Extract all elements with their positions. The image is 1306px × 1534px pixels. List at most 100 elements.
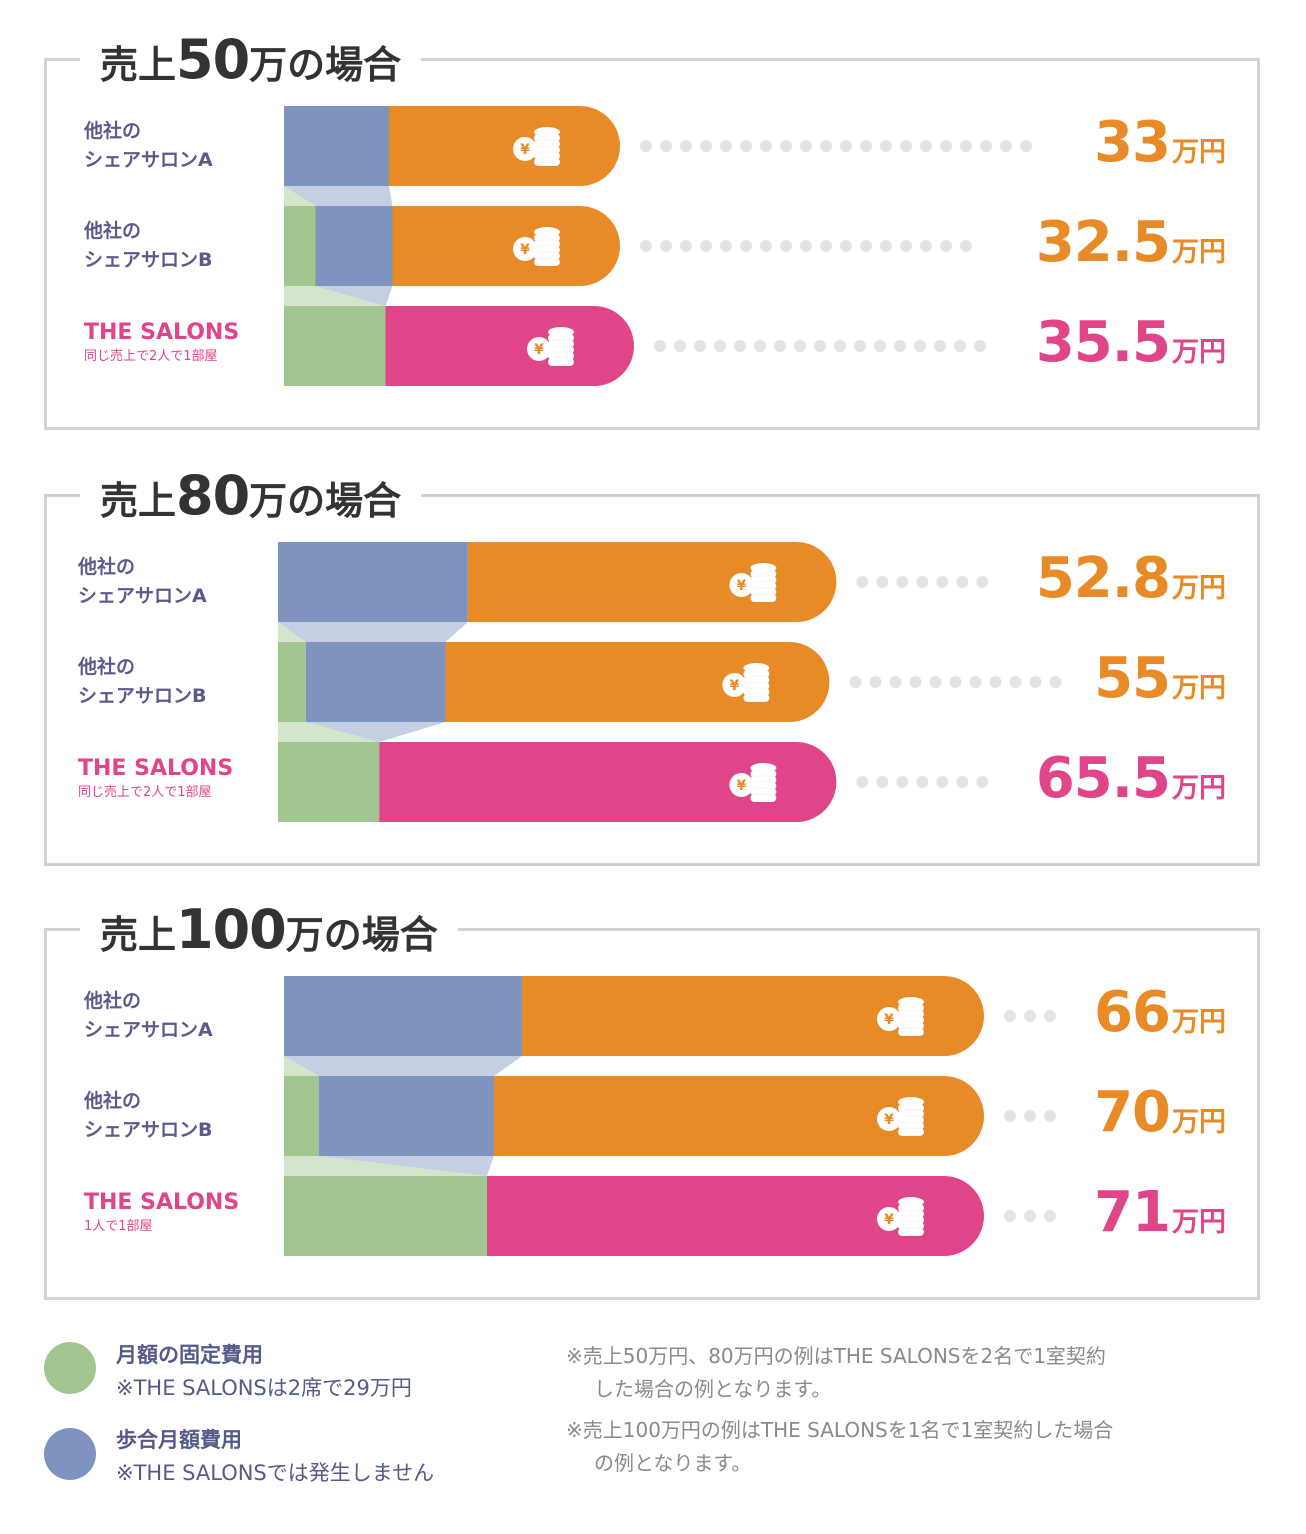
dot-leader bbox=[640, 240, 972, 252]
leader-dot bbox=[956, 776, 969, 788]
leader-dot bbox=[929, 676, 942, 688]
row-value-number: 52.8 bbox=[1035, 546, 1171, 611]
bar-commission-segment bbox=[278, 542, 468, 622]
bar-row: ¥ bbox=[284, 206, 620, 286]
coin-top-icon bbox=[898, 1097, 924, 1107]
coin-top-icon bbox=[534, 127, 560, 137]
leader-dot bbox=[674, 340, 686, 352]
row-label-name: THE SALONS bbox=[84, 320, 240, 345]
row-value: 70万円 bbox=[1094, 1080, 1226, 1145]
row-value-unit: 万円 bbox=[1172, 237, 1226, 268]
footnote-line-3: ※売上100万円の例はTHE SALONSを1名で1室契約した場合 bbox=[566, 1418, 1114, 1442]
bar-row: ¥ bbox=[284, 1076, 984, 1156]
dot-leader bbox=[654, 340, 986, 352]
leader-dot bbox=[640, 240, 652, 252]
leader-dot bbox=[800, 140, 812, 152]
row-label-line: 他社の bbox=[84, 1090, 142, 1112]
bar-fixed-segment bbox=[284, 206, 316, 286]
leader-dot bbox=[760, 140, 772, 152]
yen-coins-icon: ¥ bbox=[527, 327, 575, 367]
leader-dot bbox=[1020, 140, 1032, 152]
row-value-unit: 万円 bbox=[1172, 1007, 1226, 1038]
bar-net-segment bbox=[494, 1076, 984, 1156]
bar-net-segment bbox=[445, 642, 830, 723]
row-label-line: シェアサロンA bbox=[84, 1019, 213, 1041]
leader-dot bbox=[840, 240, 852, 252]
leader-dot bbox=[794, 340, 806, 352]
leader-dot bbox=[854, 340, 866, 352]
row-value-unit: 万円 bbox=[1172, 773, 1226, 804]
leader-dot bbox=[774, 340, 786, 352]
coin-stack-icon bbox=[897, 1127, 925, 1137]
leader-dot bbox=[740, 240, 752, 252]
coin-stack-icon bbox=[897, 1027, 925, 1037]
yen-coin-icon bbox=[877, 1007, 901, 1031]
leader-dot bbox=[976, 576, 989, 588]
dot-leader bbox=[849, 676, 1062, 688]
coin-top-icon bbox=[898, 1197, 924, 1207]
coin-top-icon bbox=[548, 327, 574, 337]
row-value-number: 55 bbox=[1094, 646, 1171, 711]
bar-commission-segment bbox=[315, 206, 393, 286]
leader-dot bbox=[896, 776, 909, 788]
connector-fixed-band bbox=[278, 722, 380, 742]
row-label-line: 他社の bbox=[84, 990, 142, 1012]
leader-dot bbox=[640, 140, 652, 152]
row-label-line: 他社の bbox=[78, 656, 136, 678]
footnote-line-2: した場合の例となります。 bbox=[594, 1377, 832, 1401]
yen-symbol-icon: ¥ bbox=[520, 142, 530, 158]
leader-dot bbox=[860, 240, 872, 252]
coin-top-icon bbox=[534, 227, 560, 237]
leader-dot bbox=[1044, 1010, 1056, 1022]
chart-panel bbox=[44, 928, 1260, 1300]
leader-dot bbox=[949, 676, 962, 688]
leader-dot bbox=[1044, 1110, 1056, 1122]
leader-dot bbox=[840, 140, 852, 152]
row-value-number: 70 bbox=[1094, 1080, 1171, 1145]
row-label-line: シェアサロンB bbox=[84, 1119, 213, 1141]
coin-stack-icon bbox=[533, 157, 561, 167]
leader-dot bbox=[856, 776, 869, 788]
chart-title-suffix: 万の場合 bbox=[249, 43, 402, 87]
leader-dot bbox=[694, 340, 706, 352]
leader-dot bbox=[800, 240, 812, 252]
dot-leader bbox=[856, 576, 989, 588]
leader-dot bbox=[936, 576, 949, 588]
leader-dot bbox=[880, 240, 892, 252]
leader-dot bbox=[989, 676, 1002, 688]
leader-dot bbox=[874, 340, 886, 352]
leader-dot bbox=[1049, 676, 1062, 688]
legend-note-commission: ※THE SALONSでは発生しません bbox=[116, 1461, 435, 1485]
chart-title-prefix: 売上 bbox=[100, 43, 177, 87]
row-value: 33万円 bbox=[1094, 110, 1226, 175]
leader-dot bbox=[960, 240, 972, 252]
dot-leader bbox=[1004, 1010, 1056, 1022]
leader-dot bbox=[680, 140, 692, 152]
yen-coin-icon bbox=[527, 337, 551, 361]
leader-dot bbox=[1044, 1210, 1056, 1222]
leader-dot bbox=[849, 676, 862, 688]
yen-coins-icon: ¥ bbox=[877, 1197, 925, 1237]
yen-symbol-icon: ¥ bbox=[884, 1012, 894, 1028]
yen-coin-icon bbox=[513, 237, 537, 261]
row-value: 66万円 bbox=[1094, 980, 1226, 1045]
row-value-number: 33 bbox=[1094, 110, 1171, 175]
chart-panel bbox=[44, 58, 1260, 430]
leader-dot bbox=[760, 240, 772, 252]
bar-commission-segment bbox=[305, 642, 446, 722]
bar-commission-segment bbox=[284, 106, 389, 186]
yen-coins-icon: ¥ bbox=[722, 663, 770, 703]
leader-dot bbox=[969, 676, 982, 688]
leader-dot bbox=[869, 676, 882, 688]
row-label-line: 他社の bbox=[78, 556, 136, 578]
leader-dot bbox=[1004, 1110, 1016, 1122]
connector-commission-band bbox=[278, 622, 468, 642]
leader-dot bbox=[714, 340, 726, 352]
leader-dot bbox=[916, 776, 929, 788]
leader-dot bbox=[976, 776, 989, 788]
yen-coins-icon: ¥ bbox=[877, 997, 925, 1037]
bar-fixed-segment bbox=[284, 1076, 319, 1156]
row-label-competitor: 他社の シェアサロンA bbox=[84, 117, 213, 175]
leader-dot bbox=[876, 776, 889, 788]
